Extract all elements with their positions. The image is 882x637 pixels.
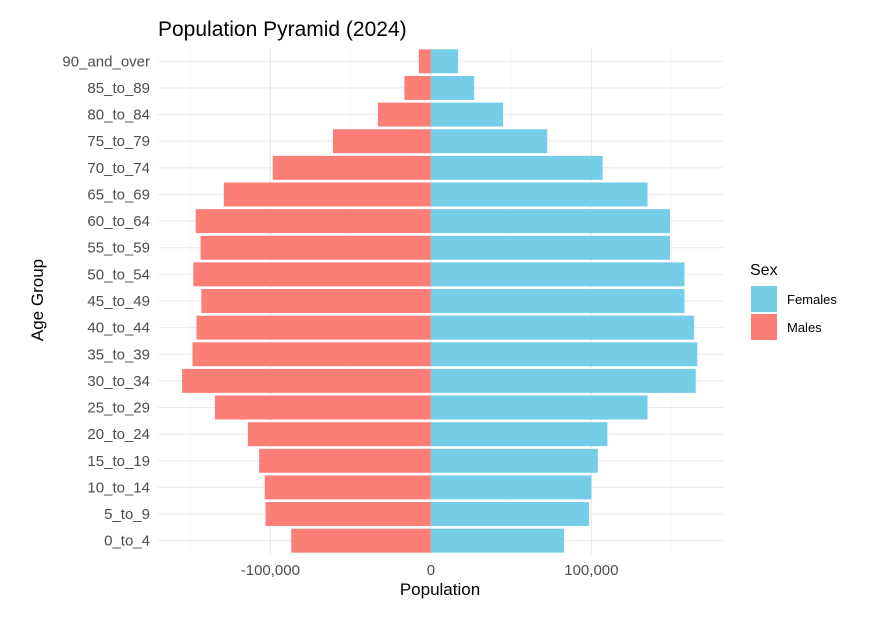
y-tick-label: 5_to_9 (104, 506, 150, 523)
y-tick-label: 45_to_49 (87, 293, 150, 310)
y-tick-label: 85_to_89 (87, 80, 150, 97)
bar-females-35_to_39 (430, 342, 698, 367)
bar-females-10_to_14 (430, 475, 592, 500)
legend-key-females (751, 286, 777, 312)
x-axis-title: Population (400, 580, 480, 599)
bar-females-20_to_24 (430, 422, 608, 447)
bar-males-35_to_39 (192, 342, 431, 367)
bar-females-90_and_over (430, 49, 459, 74)
x-tick-labels: -100,000 0 100,000 (241, 562, 619, 579)
y-tick-label: 70_to_74 (87, 160, 150, 177)
bar-males-25_to_29 (214, 395, 431, 420)
bars (182, 49, 698, 553)
y-tick-label: 80_to_84 (87, 107, 150, 124)
y-tick-label: 0_to_4 (104, 533, 150, 550)
legend-title: Sex (750, 262, 778, 279)
x-tick-label: 0 (427, 562, 435, 579)
y-tick-label: 10_to_14 (87, 479, 150, 496)
legend-label-males: Males (787, 320, 822, 335)
legend-label-females: Females (787, 292, 837, 307)
bar-males-55_to_59 (200, 235, 431, 260)
y-tick-label: 25_to_29 (87, 400, 150, 417)
y-tick-label: 15_to_19 (87, 453, 150, 470)
bar-females-15_to_19 (430, 448, 598, 473)
bar-males-20_to_24 (247, 422, 431, 447)
y-tick-label: 90_and_over (62, 53, 150, 70)
bar-females-30_to_34 (430, 368, 696, 393)
bar-females-85_to_89 (430, 75, 475, 100)
bar-males-10_to_14 (264, 475, 431, 500)
bar-males-45_to_49 (201, 289, 431, 313)
y-tick-label: 75_to_79 (87, 133, 150, 150)
y-tick-label: 55_to_59 (87, 240, 150, 257)
bar-males-0_to_4 (291, 528, 431, 553)
y-tick-label: 65_to_69 (87, 186, 150, 203)
bar-males-5_to_9 (265, 502, 431, 527)
bar-females-75_to_79 (430, 129, 548, 154)
y-axis-title: Age Group (28, 259, 47, 341)
bar-males-40_to_44 (196, 315, 431, 340)
bar-males-30_to_34 (182, 368, 431, 393)
bar-females-40_to_44 (430, 315, 695, 340)
bar-females-0_to_4 (430, 528, 565, 553)
y-tick-labels: 0_to_4 5_to_9 10_to_14 15_to_19 20_to_24 25_t… (62, 53, 150, 549)
y-tick-label: 60_to_64 (87, 213, 150, 230)
bar-females-65_to_69 (430, 182, 648, 207)
y-tick-label: 40_to_44 (87, 320, 150, 337)
bar-females-50_to_54 (430, 262, 685, 287)
bar-females-70_to_74 (430, 155, 603, 180)
x-tick-label: 100,000 (564, 562, 618, 579)
bar-males-75_to_79 (332, 129, 431, 154)
x-tick-label: -100,000 (241, 562, 300, 579)
y-tick-label: 20_to_24 (87, 426, 150, 443)
bar-females-60_to_64 (430, 209, 671, 234)
bar-males-85_to_89 (404, 75, 431, 100)
bar-males-60_to_64 (195, 209, 431, 234)
bar-males-70_to_74 (272, 155, 431, 180)
y-tick-label: 30_to_34 (87, 373, 150, 390)
bar-females-45_to_49 (430, 289, 685, 313)
y-tick-label: 35_to_39 (87, 346, 150, 363)
bar-males-50_to_54 (193, 262, 431, 287)
bar-males-65_to_69 (223, 182, 431, 207)
bar-females-25_to_29 (430, 395, 648, 420)
legend: Sex Females Males (750, 262, 837, 340)
bar-males-90_and_over (418, 49, 431, 74)
bar-females-80_to_84 (430, 102, 504, 127)
y-tick-label: 50_to_54 (87, 266, 150, 283)
bar-males-15_to_19 (259, 448, 431, 473)
bar-males-80_to_84 (377, 102, 431, 127)
bar-females-5_to_9 (430, 502, 589, 527)
chart-title: Population Pyramid (2024) (158, 18, 407, 41)
legend-key-males (751, 314, 777, 340)
bar-females-55_to_59 (430, 235, 671, 260)
